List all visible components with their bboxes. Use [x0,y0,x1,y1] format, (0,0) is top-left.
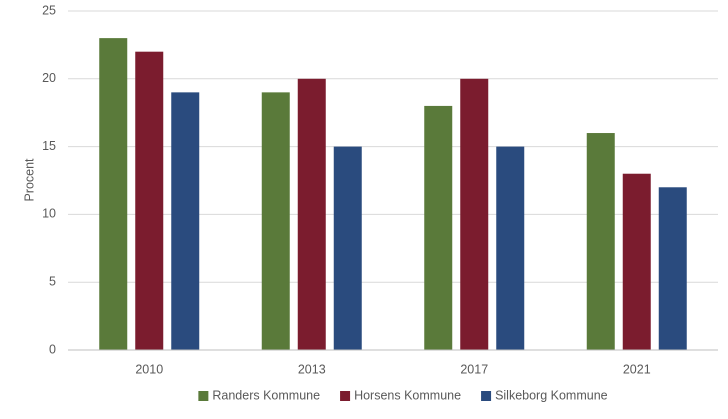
bar [658,187,687,350]
bar [99,38,128,351]
bar [496,146,525,350]
x-tick-label: 2010 [135,362,163,376]
bar [171,92,200,351]
legend-swatch [198,391,209,401]
legend-swatch [340,391,351,401]
y-tick-label: 5 [49,274,56,288]
x-tick-label: 2017 [460,362,488,376]
bar [333,146,362,350]
y-axis-label: Procent [22,158,36,202]
bar [460,78,489,351]
y-tick-label: 20 [42,71,56,85]
bar [297,78,326,351]
legend-label: Randers Kommune [212,388,320,402]
x-tick-label: 2013 [298,362,326,376]
y-tick-label: 0 [49,342,56,356]
legend-label: Horsens Kommune [354,388,461,402]
bar [261,92,290,351]
bar [424,105,453,350]
legend-swatch [481,391,492,401]
legend-label: Silkeborg Kommune [495,388,608,402]
y-tick-label: 25 [42,3,56,17]
bar [135,51,164,351]
bar [622,173,651,350]
bar [586,133,615,350]
y-tick-label: 15 [42,139,56,153]
x-tick-label: 2021 [623,362,651,376]
y-tick-label: 10 [42,207,56,221]
